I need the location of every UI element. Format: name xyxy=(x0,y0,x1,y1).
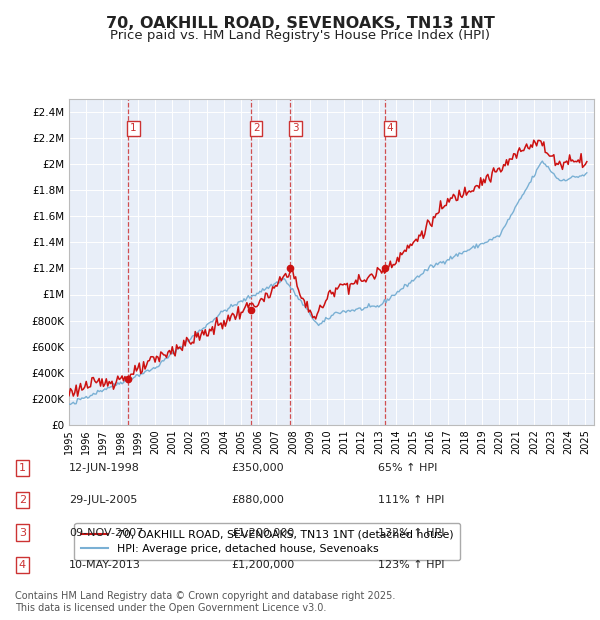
Text: £350,000: £350,000 xyxy=(231,463,284,473)
Text: 2: 2 xyxy=(253,123,259,133)
Text: 2: 2 xyxy=(19,495,26,505)
Text: 1: 1 xyxy=(19,463,26,473)
Text: 111% ↑ HPI: 111% ↑ HPI xyxy=(378,495,445,505)
Text: £1,200,000: £1,200,000 xyxy=(231,528,294,538)
Text: Contains HM Land Registry data © Crown copyright and database right 2025.
This d: Contains HM Land Registry data © Crown c… xyxy=(15,591,395,613)
Text: 12-JUN-1998: 12-JUN-1998 xyxy=(69,463,140,473)
Text: 4: 4 xyxy=(19,560,26,570)
Text: £1,200,000: £1,200,000 xyxy=(231,560,294,570)
Text: 65% ↑ HPI: 65% ↑ HPI xyxy=(378,463,437,473)
Text: Price paid vs. HM Land Registry's House Price Index (HPI): Price paid vs. HM Land Registry's House … xyxy=(110,29,490,42)
Text: 09-NOV-2007: 09-NOV-2007 xyxy=(69,528,143,538)
Legend: 70, OAKHILL ROAD, SEVENOAKS, TN13 1NT (detached house), HPI: Average price, deta: 70, OAKHILL ROAD, SEVENOAKS, TN13 1NT (d… xyxy=(74,523,460,560)
Text: £880,000: £880,000 xyxy=(231,495,284,505)
Text: 29-JUL-2005: 29-JUL-2005 xyxy=(69,495,137,505)
Text: 4: 4 xyxy=(387,123,394,133)
Text: 70, OAKHILL ROAD, SEVENOAKS, TN13 1NT: 70, OAKHILL ROAD, SEVENOAKS, TN13 1NT xyxy=(106,16,494,30)
Text: 3: 3 xyxy=(19,528,26,538)
Text: 10-MAY-2013: 10-MAY-2013 xyxy=(69,560,141,570)
Text: 1: 1 xyxy=(130,123,137,133)
Text: 3: 3 xyxy=(292,123,299,133)
Text: 123% ↑ HPI: 123% ↑ HPI xyxy=(378,560,445,570)
Text: 132% ↑ HPI: 132% ↑ HPI xyxy=(378,528,445,538)
